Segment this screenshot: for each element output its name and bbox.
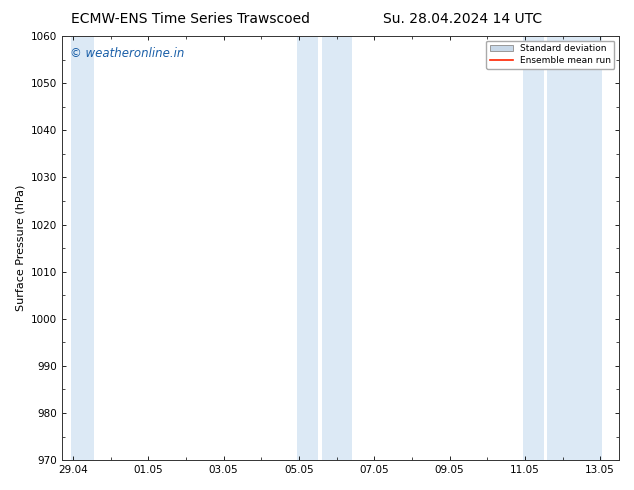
Bar	[71, 36, 94, 460]
Text: ECMW-ENS Time Series Trawscoed: ECMW-ENS Time Series Trawscoed	[71, 12, 309, 26]
Y-axis label: Surface Pressure (hPa): Surface Pressure (hPa)	[15, 185, 25, 311]
Bar	[523, 36, 544, 460]
Legend: Standard deviation, Ensemble mean run: Standard deviation, Ensemble mean run	[486, 41, 614, 69]
Bar	[321, 36, 352, 460]
Text: © weatheronline.in: © weatheronline.in	[70, 47, 184, 60]
Bar	[297, 36, 318, 460]
Text: Su. 28.04.2024 14 UTC: Su. 28.04.2024 14 UTC	[384, 12, 542, 26]
Bar	[547, 36, 602, 460]
